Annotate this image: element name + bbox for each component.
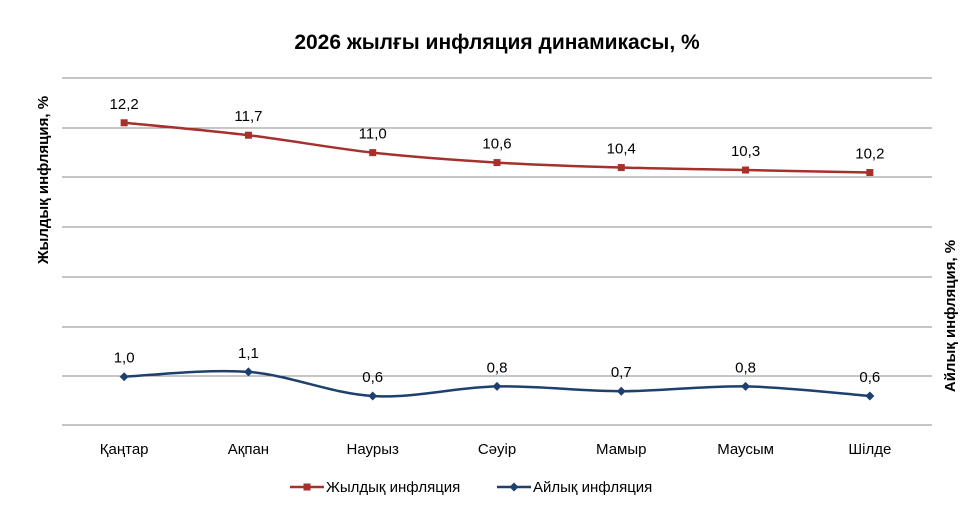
chart-title: 2026 жылғы инфляция динамикасы, %: [294, 31, 700, 54]
data-label: 10,3: [731, 143, 760, 160]
data-label: 0,7: [611, 364, 632, 381]
data-label: 10,6: [482, 136, 511, 153]
data-point: [369, 149, 377, 157]
right-axis-title: Айлық инфляция, %: [942, 240, 959, 392]
data-point: [119, 372, 129, 382]
data-label: 11,0: [359, 126, 387, 143]
data-point: [866, 169, 874, 177]
data-label: 0,6: [362, 369, 383, 386]
data-label: 10,4: [607, 141, 636, 158]
data-point: [616, 386, 626, 396]
data-point: [368, 391, 378, 401]
gridlines: [62, 77, 932, 426]
legend: Жылдық инфляция Айлық инфляция: [290, 479, 652, 496]
data-label: 10,2: [855, 146, 884, 163]
x-tick-label: Маусым: [717, 441, 774, 458]
series-1: 12,2 11,7 11,0 10,6 10,4 10,3 10,2: [110, 96, 884, 177]
x-tick-label: Мамыр: [596, 441, 646, 458]
data-label: 1,1: [238, 345, 259, 362]
data-label: 0,8: [487, 359, 508, 376]
data-label: 0,6: [859, 369, 880, 386]
data-point: [244, 131, 252, 139]
data-point: [741, 381, 751, 391]
legend-label: Айлық инфляция: [533, 479, 652, 496]
data-label: 11,7: [234, 108, 262, 125]
data-point: [617, 164, 625, 172]
x-tick-label: Қаңтар: [100, 441, 149, 458]
legend-label: Жылдық инфляция: [326, 479, 460, 496]
x-tick-label: Наурыз: [347, 441, 399, 458]
data-label: 12,2: [110, 96, 139, 113]
data-point: [243, 367, 253, 377]
data-label: 0,8: [735, 359, 756, 376]
left-axis-title: Жылдық инфляция, %: [35, 96, 52, 265]
data-point: [865, 391, 875, 401]
data-label: 1,0: [114, 350, 135, 367]
data-point: [742, 166, 750, 174]
x-axis-labels: Қаңтар Ақпан Наурыз Сәуір Мамыр Маусым Шілде: [100, 441, 892, 458]
x-tick-label: Ақпан: [228, 441, 269, 458]
data-point: [493, 159, 501, 167]
x-tick-label: Сәуір: [478, 441, 516, 458]
legend-marker: [303, 483, 311, 491]
x-tick-label: Шілде: [848, 441, 891, 458]
data-point: [120, 119, 128, 127]
data-point: [492, 381, 502, 391]
legend-item: Айлық инфляция: [497, 479, 652, 496]
series-2: 1,0 1,1 0,6 0,8 0,7 0,8 0,6: [114, 345, 880, 401]
legend-marker: [509, 482, 519, 492]
legend-item: Жылдық инфляция: [290, 479, 460, 496]
series-layer: 12,2 11,7 11,0 10,6 10,4 10,3 10,2 1,0 1,1 0,6 0,8…: [110, 96, 884, 401]
